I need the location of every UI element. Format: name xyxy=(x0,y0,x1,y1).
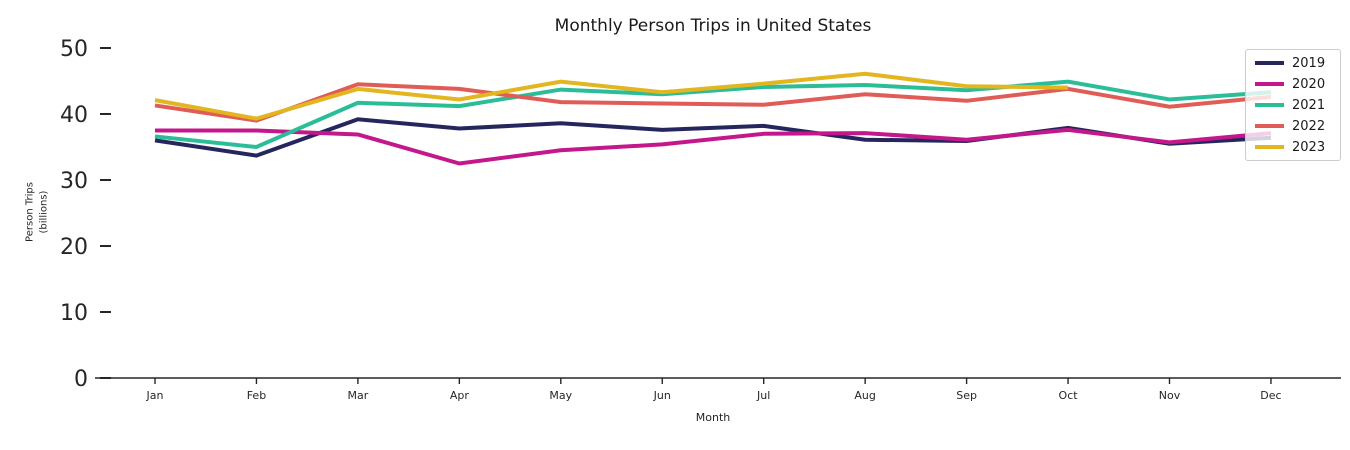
legend-item-2019: 2019 xyxy=(1246,53,1340,74)
x-tick-label-mar: Mar xyxy=(348,389,369,402)
legend-swatch-2020 xyxy=(1255,82,1284,86)
legend-swatch-2019 xyxy=(1255,61,1284,65)
y-tick-label-40: 40 xyxy=(60,103,88,128)
x-tick-label-apr: Apr xyxy=(450,389,470,402)
x-tick-label-nov: Nov xyxy=(1159,389,1181,402)
x-tick-label-jun: Jun xyxy=(653,389,671,402)
legend-item-2022: 2022 xyxy=(1246,116,1340,137)
legend-label-2023: 2023 xyxy=(1292,139,1326,155)
x-tick-label-jan: Jan xyxy=(146,389,164,402)
legend-label-2019: 2019 xyxy=(1292,55,1326,71)
x-tick-label-dec: Dec xyxy=(1260,389,1281,402)
legend: 2019 2020 2021 2022 2023 xyxy=(1245,49,1341,161)
y-tick-label-20: 20 xyxy=(60,235,88,260)
x-tick-label-aug: Aug xyxy=(854,389,875,402)
legend-swatch-2021 xyxy=(1255,103,1284,107)
legend-item-2023: 2023 xyxy=(1246,137,1340,158)
legend-label-2021: 2021 xyxy=(1292,97,1326,113)
series-line-2021 xyxy=(154,79,1272,150)
y-tick-label-10: 10 xyxy=(60,301,88,326)
series-line-2020 xyxy=(155,127,1272,166)
y-tick-label-0: 0 xyxy=(74,367,88,392)
x-tick-label-may: May xyxy=(549,389,572,402)
x-tick-label-sep: Sep xyxy=(956,389,977,402)
legend-item-2020: 2020 xyxy=(1246,74,1340,95)
x-tick-label-oct: Oct xyxy=(1059,389,1079,402)
legend-label-2020: 2020 xyxy=(1292,76,1326,92)
legend-label-2022: 2022 xyxy=(1292,118,1326,134)
y-tick-label-30: 30 xyxy=(60,169,88,194)
x-tick-label-jul: Jul xyxy=(756,389,770,402)
chart-title: Monthly Person Trips in United States xyxy=(554,16,872,36)
x-tick-label-feb: Feb xyxy=(247,389,266,402)
legend-swatch-2022 xyxy=(1255,124,1284,128)
y-tick-label-50: 50 xyxy=(60,37,88,62)
legend-item-2021: 2021 xyxy=(1246,95,1340,116)
legend-swatch-2023 xyxy=(1255,145,1284,149)
x-axis-label: Month xyxy=(695,411,731,424)
series-line-2022 xyxy=(154,82,1272,123)
series-line-2023 xyxy=(154,71,1069,121)
